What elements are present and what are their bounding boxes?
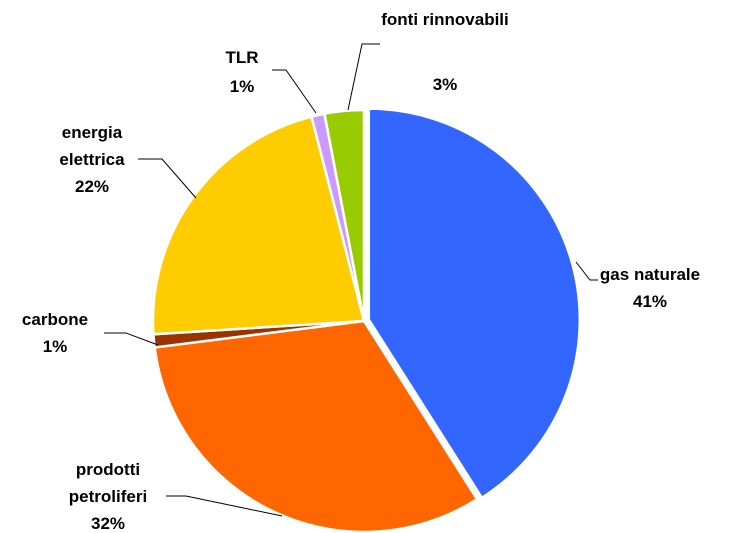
leader-line — [166, 495, 283, 517]
leader-line — [575, 261, 598, 281]
value-label: 22% — [74, 177, 110, 196]
slice-label: TLR — [225, 48, 259, 67]
slice-label: energia elettrica — [59, 123, 125, 169]
slice-label: carbone — [21, 310, 89, 329]
leader-line — [272, 69, 317, 114]
pie-slice — [367, 107, 581, 500]
value-label: 3% — [432, 75, 458, 94]
leader-line — [104, 332, 159, 346]
slice-label: fonti rinnovabili — [381, 10, 509, 29]
pie-slice — [151, 115, 366, 336]
value-label: 1% — [42, 337, 68, 356]
leader-line — [347, 43, 380, 111]
slice-label: gas naturale — [599, 265, 701, 284]
value-label: 32% — [90, 514, 126, 533]
leader-line — [138, 158, 197, 199]
pie-slice — [153, 319, 479, 533]
value-label: 1% — [229, 77, 255, 96]
value-label: 41% — [632, 292, 668, 311]
pie-slice — [323, 108, 366, 322]
slice-label: prodotti petroliferi — [68, 460, 148, 506]
